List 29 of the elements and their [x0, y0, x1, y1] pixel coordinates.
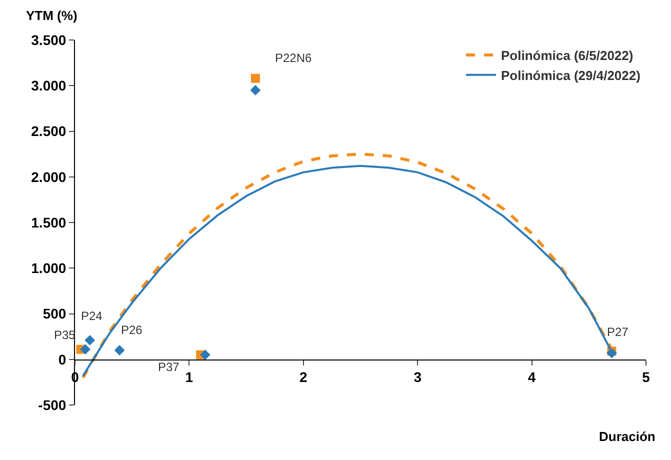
x-axis-title: Duración — [599, 429, 656, 444]
annotation: P27 — [607, 325, 629, 339]
y-tick-label: 3.500 — [31, 32, 66, 48]
y-tick-label: 3.000 — [31, 78, 66, 94]
x-tick-label: 1 — [185, 369, 194, 386]
x-tick-label: 4 — [528, 369, 536, 386]
point — [250, 74, 260, 83]
y-tick-label: 2.500 — [31, 123, 66, 140]
legend-label: Polinómica (29/4/2022) — [501, 68, 640, 83]
legend-label: Polinómica (6/5/2022) — [501, 48, 634, 64]
point — [80, 344, 90, 355]
x-tick-label: 3 — [414, 369, 422, 386]
annotation: P37 — [158, 360, 180, 374]
x-tick-label: 5 — [642, 369, 650, 386]
y-tick-label: 1.500 — [31, 214, 66, 230]
y-axis-title: YTM (%) — [26, 8, 78, 23]
point — [200, 350, 210, 360]
annotation: P22N6 — [275, 51, 312, 65]
y-tick-label: 2.000 — [31, 168, 66, 185]
annotation: P24 — [81, 309, 103, 323]
x-tick-label: 2 — [300, 369, 308, 386]
point — [114, 345, 125, 356]
y-tick-label: 1.000 — [31, 260, 66, 276]
y-tick-label: -500 — [38, 396, 66, 413]
point — [250, 84, 261, 96]
y-tick-label: 0 — [58, 351, 66, 368]
point — [84, 335, 96, 346]
y-tick-label: 500 — [42, 306, 66, 322]
annotation: P26 — [121, 323, 143, 337]
